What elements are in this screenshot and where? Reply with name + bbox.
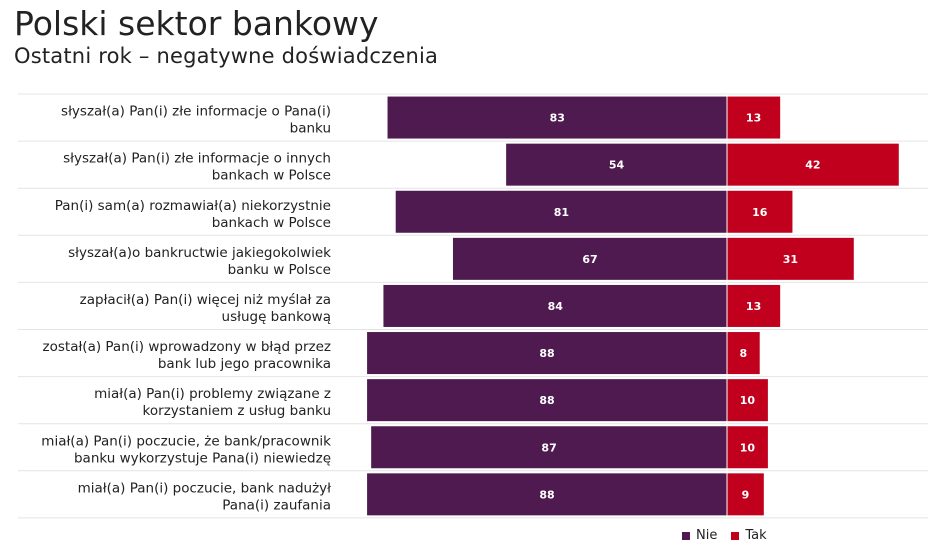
category-label-line: banku wykorzystuje Pana(i) niewiedzę [74, 450, 331, 466]
data-label-tak: 10 [740, 441, 756, 454]
data-label-tak: 31 [783, 253, 798, 266]
legend-swatch-tak [731, 531, 740, 540]
data-label-nie: 67 [582, 253, 597, 266]
category-label-line: miał(a) Pan(i) poczucie, bank nadużył [78, 480, 332, 496]
category-label: zapłacił(a) Pan(i) więcej niż myślał za u… [80, 292, 331, 325]
bar-nie [387, 96, 727, 139]
bar-tak [727, 237, 854, 280]
category-label: Pan(i) sam(a) rozmawiał(a) niekorzystnie… [55, 198, 331, 231]
bar-tak [727, 96, 781, 139]
data-label-tak: 8 [740, 347, 748, 360]
bar-nie [452, 237, 727, 280]
category-label-line: został(a) Pan(i) wprowadzony w błąd prze… [43, 339, 331, 355]
category-label: miał(a) Pan(i) poczucie, bank nadużył Pan… [78, 480, 332, 513]
bar-tak [727, 284, 781, 327]
data-label-nie: 88 [539, 347, 554, 360]
category-label-line: miał(a) Pan(i) problemy związane z [94, 386, 331, 402]
page-subtitle: Ostatni rok – negatywne doświadczenia [14, 44, 439, 68]
data-label-nie: 88 [539, 394, 554, 407]
category-label-line: miał(a) Pan(i) poczucie, że bank/pracown… [41, 433, 331, 449]
category-label-line: słyszał(a) Pan(i) złe informacje o Pana(… [61, 104, 331, 120]
legend-label-tak: Tak [745, 528, 767, 543]
category-label: miał(a) Pan(i) poczucie, że bank/pracown… [41, 433, 331, 466]
data-label-tak: 13 [746, 300, 761, 313]
category-label-line: bankach w Polsce [212, 168, 331, 184]
bar-nie [383, 284, 727, 327]
legend-swatch-nie [682, 531, 690, 540]
category-label-line: usługę bankową [222, 309, 331, 325]
data-label-nie: 84 [548, 300, 564, 313]
data-label-tak: 9 [742, 488, 750, 501]
category-label-line: Pan(i) sam(a) rozmawiał(a) niekorzystnie [55, 198, 331, 214]
bar-nie [506, 143, 727, 186]
category-label: słyszał(a) Pan(i) złe informacje o Pana(… [61, 104, 331, 137]
category-label-line: korzystaniem z usług banku [143, 403, 331, 419]
data-label-tak: 42 [805, 159, 820, 172]
data-label-nie: 83 [550, 112, 565, 125]
data-label-tak: 13 [746, 112, 761, 125]
data-label-tak: 10 [740, 394, 756, 407]
data-label-nie: 88 [539, 488, 554, 501]
data-label-tak: 16 [752, 206, 768, 219]
category-label: słyszał(a)o bankructwie jakiegokolwiek ba… [68, 245, 331, 278]
legend: Nie Tak [682, 528, 767, 543]
bar-nie [367, 332, 727, 375]
bar-nie [395, 190, 727, 233]
category-label-line: bankach w Polsce [212, 215, 331, 231]
bar-nie [367, 473, 727, 516]
category-label: miał(a) Pan(i) problemy związane z korzys… [94, 386, 331, 419]
category-label-line: zapłacił(a) Pan(i) więcej niż myślał za [80, 292, 331, 308]
bar-tak [727, 379, 768, 422]
data-label-nie: 87 [541, 441, 556, 454]
legend-item-nie: Nie [682, 528, 717, 543]
category-label-line: słyszał(a)o bankructwie jakiegokolwiek [68, 245, 331, 261]
category-label: został(a) Pan(i) wprowadzony w błąd prze… [43, 339, 331, 372]
legend-item-tak: Tak [731, 528, 767, 543]
category-label-line: Pana(i) zaufania [222, 497, 331, 513]
bar-tak [727, 143, 899, 186]
bar-nie [367, 379, 727, 422]
bar-nie [371, 426, 727, 469]
category-label: słyszał(a) Pan(i) złe informacje o innyc… [63, 151, 331, 184]
category-label-line: banku [290, 121, 331, 137]
page-title: Polski sektor bankowy [14, 4, 379, 43]
category-label-line: słyszał(a) Pan(i) złe informacje o innyc… [63, 151, 331, 167]
bar-tak [727, 426, 768, 469]
legend-label-nie: Nie [696, 528, 718, 543]
category-label-line: bank lub jego pracownika [158, 356, 331, 372]
category-label-line: banku w Polsce [228, 262, 331, 278]
bar-tak [727, 190, 793, 233]
data-label-nie: 81 [554, 206, 569, 219]
bar-tak [727, 473, 764, 516]
bar-tak [727, 332, 760, 375]
data-label-nie: 54 [609, 159, 625, 172]
